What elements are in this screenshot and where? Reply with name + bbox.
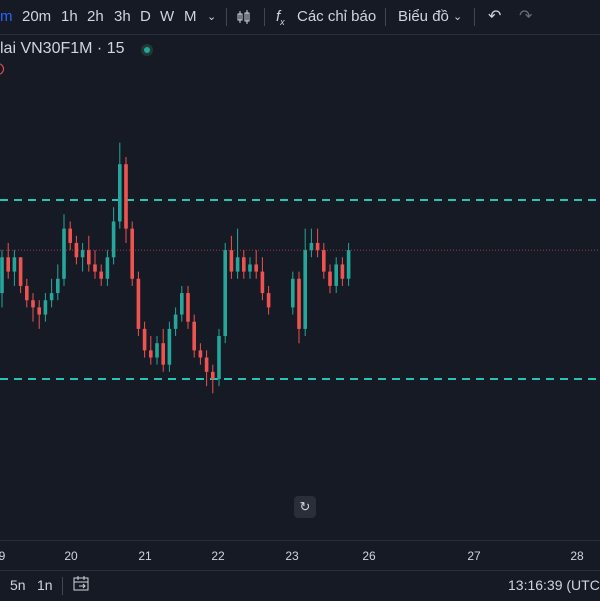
candle-body	[80, 250, 85, 258]
bottom-toolbar: 5n 1n 13:16:39 (UTC	[0, 570, 600, 601]
candle-body	[31, 300, 35, 308]
toolbar-divider	[226, 8, 227, 26]
time-tick: 9	[0, 549, 6, 563]
candle-body	[130, 228, 134, 279]
reset-chart-icon[interactable]: ↻	[294, 496, 316, 518]
symbol-legend[interactable]: lai VN30F1M · 15	[0, 40, 125, 57]
candle-body	[43, 300, 48, 315]
candle-body	[142, 328, 147, 351]
candle-body	[248, 264, 252, 272]
toolbar-divider	[474, 8, 475, 26]
interval-d[interactable]: D	[140, 8, 151, 25]
candle-body	[167, 328, 172, 365]
candle-body	[254, 264, 258, 272]
candle-body	[217, 336, 221, 379]
go-to-date-icon[interactable]	[72, 575, 90, 596]
redo-icon[interactable]: ↷	[519, 8, 533, 25]
candle-body	[124, 164, 128, 229]
time-tick: 27	[467, 549, 481, 563]
candle-body	[12, 257, 17, 272]
candle-body	[260, 271, 265, 294]
candle-body	[223, 250, 227, 337]
market-status-icon[interactable]	[141, 44, 153, 56]
candle-body	[62, 228, 66, 279]
time-tick: 20	[64, 549, 78, 563]
candle-body	[56, 278, 60, 294]
candle-body	[315, 242, 320, 251]
candlestick-type-icon[interactable]	[236, 0, 252, 34]
indicators-button[interactable]: Các chỉ báo	[297, 8, 377, 25]
candle-body	[186, 293, 190, 322]
price-chart[interactable]	[0, 34, 600, 540]
candle-body	[322, 250, 326, 272]
candle-body	[303, 250, 307, 329]
interval-active[interactable]: m	[0, 8, 13, 25]
time-tick: 28	[570, 549, 584, 563]
toolbar-divider	[62, 577, 63, 595]
candle-body	[309, 242, 314, 251]
top-toolbar: m 20m 1h 2h 3h D W M ⌄ fx Các chỉ báo Bi…	[0, 0, 600, 35]
candle-body	[229, 250, 234, 272]
interval-2h[interactable]: 2h	[87, 8, 104, 25]
candle-body	[118, 164, 122, 222]
candle-body	[192, 321, 196, 351]
candle-body	[149, 350, 153, 358]
candle-body	[173, 314, 178, 329]
candle-body	[111, 221, 116, 258]
candle-body	[161, 343, 165, 365]
candle-body	[0, 257, 4, 294]
candle-body	[93, 264, 97, 272]
candle-body	[180, 293, 184, 315]
chevron-down-icon[interactable]: ⌄	[453, 11, 463, 23]
candle-body	[25, 285, 29, 301]
candle-body	[334, 264, 338, 286]
time-tick: 23	[285, 549, 299, 563]
candle-body	[198, 350, 203, 358]
candle-body	[346, 250, 351, 279]
candle-body	[211, 371, 215, 379]
candle-body	[99, 271, 103, 279]
interval-w[interactable]: W	[160, 8, 175, 25]
clock-timezone[interactable]: 13:16:39 (UTC	[508, 577, 600, 593]
interval-m[interactable]: M	[184, 8, 197, 25]
time-tick: 26	[362, 549, 376, 563]
candle-body	[266, 293, 271, 308]
candle-body	[340, 264, 345, 279]
indicators-fx-icon[interactable]: fx	[276, 8, 285, 27]
candle-body	[37, 307, 41, 315]
candle-body	[87, 250, 91, 265]
candle-body	[68, 228, 72, 243]
toolbar-divider	[264, 8, 265, 26]
candle-body	[49, 293, 54, 301]
candle-body	[204, 357, 209, 372]
candle-body	[6, 257, 10, 272]
candle-body	[18, 257, 23, 286]
undo-icon[interactable]: ↶	[488, 8, 502, 25]
candle-body	[291, 278, 295, 308]
candle-body	[235, 257, 240, 272]
candle-body	[74, 242, 79, 258]
candle-body	[105, 257, 110, 279]
time-tick: 21	[138, 549, 152, 563]
candle-body	[136, 278, 141, 329]
chevron-down-icon[interactable]: ⌄	[207, 11, 217, 23]
interval-20m[interactable]: 20m	[22, 8, 52, 25]
interval-3h[interactable]: 3h	[114, 8, 131, 25]
candle-body	[155, 343, 159, 358]
range-1n-button[interactable]: 1n	[37, 577, 53, 593]
time-tick: 22	[211, 549, 225, 563]
time-axis[interactable]: 9 20 21 22 23 26 27 28	[0, 540, 600, 571]
candle-body	[328, 271, 332, 286]
range-5n-button[interactable]: 5n	[10, 577, 26, 593]
chart-type-button[interactable]: Biểu đồ	[398, 8, 449, 25]
toolbar-divider	[385, 8, 386, 26]
interval-1h[interactable]: 1h	[61, 8, 78, 25]
candle-body	[297, 278, 301, 329]
candle-body	[242, 257, 246, 272]
